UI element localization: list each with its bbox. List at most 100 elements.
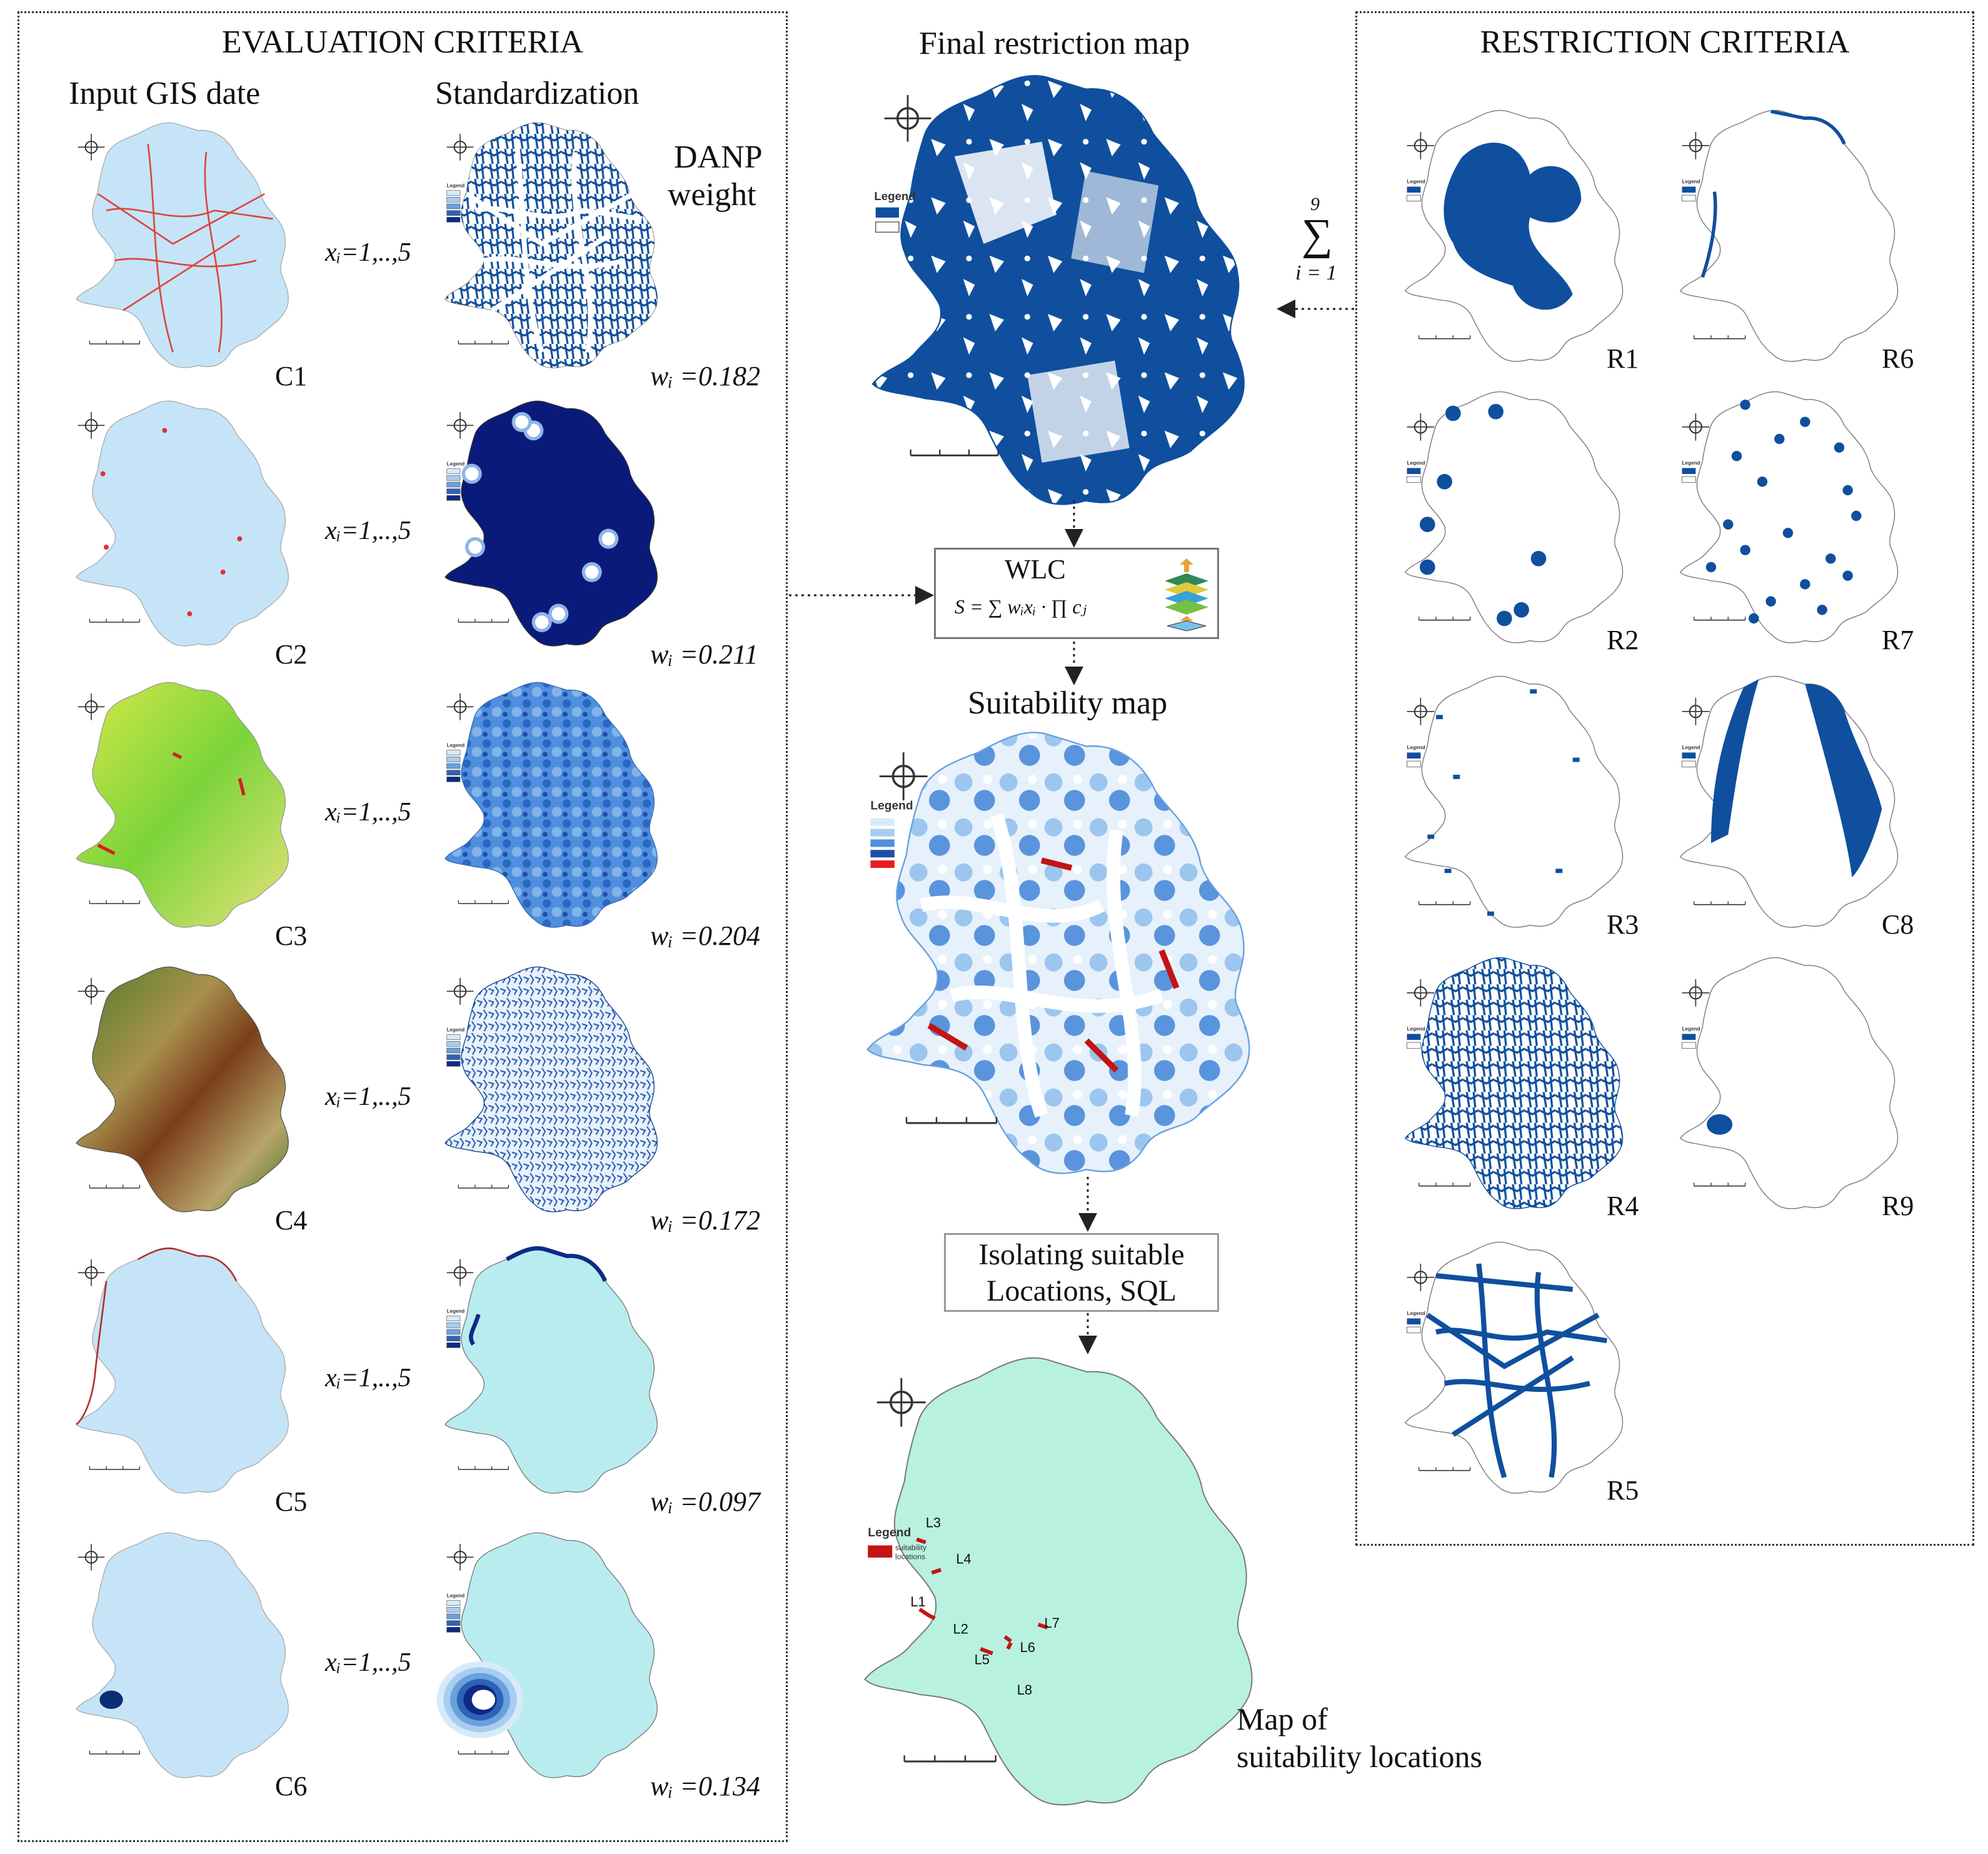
- criterion-code-c6: C6: [275, 1771, 308, 1801]
- suitability-map: Legend: [866, 732, 1250, 1174]
- location-label-l1: L1: [910, 1594, 925, 1610]
- weight-value-c2: wᵢ =0.211: [650, 639, 758, 670]
- danp-label: DANP: [674, 139, 763, 175]
- restriction-map-r1: Legend: [1405, 109, 1624, 362]
- standardized-map-c5: Legend: [444, 1246, 658, 1494]
- restriction-code-r7: R7: [1882, 625, 1914, 655]
- suitability-loc-legend2: locations: [895, 1552, 925, 1561]
- legend-word: Legend: [874, 189, 915, 203]
- restriction-map-r9: Legend: [1680, 957, 1899, 1209]
- wlc-box: WLC S = ∑ wᵢxᵢ · ∏ cⱼ: [934, 548, 1219, 639]
- restriction-code-r1: R1: [1607, 343, 1639, 374]
- isolate-line1: Isolating suitable: [978, 1238, 1185, 1271]
- restriction-code-r2: R2: [1607, 625, 1639, 655]
- wlc-formula: S = ∑ wᵢxᵢ · ∏ cⱼ: [955, 595, 1087, 618]
- restriction-title: RESTRICTION CRITERIA: [1480, 24, 1850, 60]
- criterion-code-c5: C5: [275, 1486, 308, 1517]
- map-of-line2: suitability locations: [1237, 1739, 1483, 1774]
- final-restriction-map: Legend: [871, 74, 1245, 505]
- criterion-code-c1: C1: [275, 361, 308, 391]
- evaluation-title: EVALUATION CRITERIA: [221, 24, 584, 60]
- restriction-map-r5: Legend: [1405, 1241, 1624, 1494]
- location-label-l6: L6: [1020, 1640, 1035, 1655]
- range-label-c2: xᵢ=1,..,5: [325, 516, 411, 545]
- range-label-c3: xᵢ=1,..,5: [325, 798, 411, 827]
- criterion-code-c2: C2: [275, 639, 308, 670]
- legend-word: Legend: [870, 799, 913, 812]
- isolate-box: Isolating suitable Locations, SQL: [944, 1233, 1219, 1312]
- restriction-map-r2: Legend: [1405, 391, 1624, 643]
- suitability-title: Suitability map: [968, 685, 1168, 721]
- legend-word: Legend: [1407, 745, 1425, 750]
- sum-top: 9: [1310, 194, 1320, 214]
- restriction-code-r4: R4: [1607, 1191, 1639, 1221]
- range-label-c1: xᵢ=1,..,5: [325, 238, 411, 267]
- weight-value-c5: wᵢ =0.097: [650, 1486, 760, 1517]
- legend-word: Legend: [1407, 460, 1425, 466]
- restriction-code-r5: R5: [1607, 1475, 1639, 1506]
- restriction-code-r6: R6: [1882, 343, 1914, 374]
- restriction-code-c8: C8: [1882, 909, 1914, 940]
- location-label-l4: L4: [956, 1551, 971, 1567]
- legend-word: Legend: [1682, 1026, 1700, 1032]
- restriction-code-r9: R9: [1882, 1191, 1914, 1221]
- restriction-map-r6: Legend: [1680, 109, 1899, 362]
- weight-value-c6: wᵢ =0.134: [650, 1771, 760, 1801]
- isolate-line2: Locations, SQL: [986, 1274, 1177, 1307]
- standardized-map-c3: Legend: [444, 682, 658, 928]
- range-label-c4: xᵢ=1,..,5: [325, 1082, 411, 1111]
- legend-word: Legend: [447, 183, 465, 188]
- restriction-map-c8: Legend: [1680, 675, 1899, 928]
- range-label-c6: xᵢ=1,..,5: [325, 1648, 411, 1677]
- legend-word: Legend: [1682, 745, 1700, 750]
- standardized-map-c6: Legend: [436, 1532, 658, 1778]
- criterion-code-c3: C3: [275, 920, 308, 951]
- legend-word: Legend: [447, 1593, 465, 1598]
- evaluation-panel: [18, 11, 788, 1842]
- restriction-map-r4: Legend: [1405, 957, 1624, 1209]
- input-map-c3: [76, 682, 289, 928]
- standardized-map-c1: Legend: [444, 122, 658, 368]
- input-map-c1: [76, 122, 289, 368]
- legend-word: Legend: [447, 461, 465, 466]
- standardization-heading: Standardization: [435, 76, 640, 111]
- layer-stack-icon: [1165, 558, 1208, 632]
- legend-word: Legend: [1407, 1026, 1425, 1032]
- suitability-locations-map: Legend suitability locations L1 L2 L3 L4 L5 L…: [864, 1357, 1253, 1806]
- standardized-map-c2: Legend: [444, 400, 658, 647]
- restriction-map-r7: Legend: [1680, 391, 1899, 643]
- weight-value-c1: wᵢ =0.182: [650, 361, 760, 391]
- final-restriction-title: Final restriction map: [919, 26, 1190, 61]
- range-label-c5: xᵢ=1,..,5: [325, 1364, 411, 1393]
- suitability-loc-legend: suitability: [895, 1543, 927, 1552]
- input-map-c5: [76, 1247, 289, 1494]
- legend-word: Legend: [1407, 179, 1425, 184]
- restriction-code-r3: R3: [1607, 909, 1639, 940]
- weight-value-c4: wᵢ =0.172: [650, 1205, 760, 1236]
- legend-word: Legend: [868, 1526, 911, 1539]
- input-map-c6: [76, 1532, 289, 1778]
- map-of-line1: Map of: [1237, 1701, 1328, 1736]
- location-label-l8: L8: [1017, 1682, 1032, 1698]
- weight-label: weight: [668, 177, 756, 213]
- location-label-l2: L2: [953, 1621, 968, 1637]
- input-map-c2: [76, 400, 289, 647]
- location-label-l7: L7: [1045, 1615, 1060, 1631]
- wlc-title: WLC: [1005, 554, 1066, 585]
- restriction-panel: [1355, 11, 1974, 1546]
- legend-word: Legend: [1682, 460, 1700, 466]
- sum-bottom: i = 1: [1295, 261, 1337, 285]
- input-gis-heading: Input GIS date: [69, 76, 261, 111]
- legend-word: Legend: [1407, 1311, 1425, 1316]
- location-label-l5: L5: [975, 1651, 990, 1667]
- legend-word: Legend: [447, 1308, 465, 1314]
- legend-word: Legend: [1682, 179, 1700, 184]
- legend-word: Legend: [447, 742, 465, 748]
- location-label-l3: L3: [926, 1514, 941, 1530]
- legend-word: Legend: [447, 1027, 465, 1032]
- standardized-map-c4: Legend: [444, 966, 658, 1212]
- sum-symbol: ∑: [1302, 211, 1333, 259]
- criterion-code-c4: C4: [275, 1205, 308, 1236]
- weight-value-c3: wᵢ =0.204: [650, 920, 760, 951]
